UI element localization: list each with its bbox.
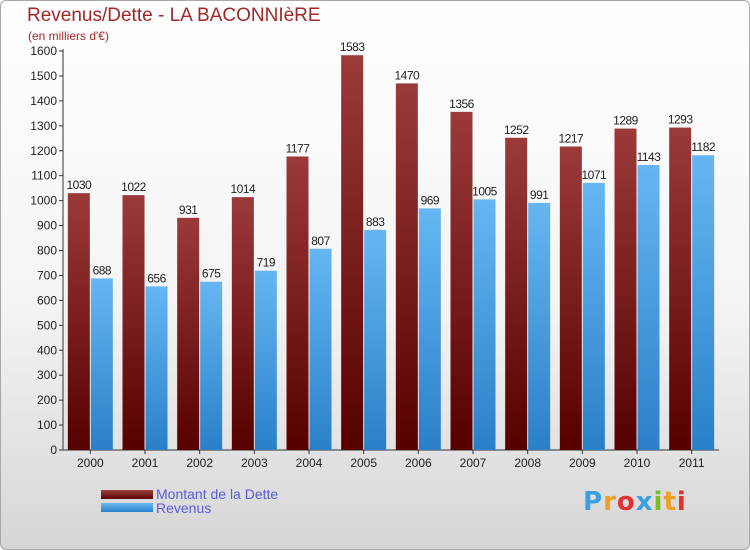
bar-revenus (145, 286, 168, 450)
data-label-revenus: 883 (366, 215, 385, 229)
x-tick-label: 2006 (405, 456, 432, 470)
bar-revenus (364, 229, 387, 450)
y-tick-label: 1400 (30, 94, 57, 108)
data-label-dette: 1356 (449, 97, 475, 111)
bar-dette (614, 128, 637, 450)
data-label-revenus: 991 (530, 188, 549, 202)
bar-dette (231, 197, 254, 450)
bar-dette (395, 83, 418, 450)
bar-dette (450, 111, 473, 450)
y-tick-label: 200 (37, 393, 57, 407)
legend-swatch-revenus (101, 503, 153, 512)
logo-letter: i (653, 487, 664, 517)
data-label-revenus: 675 (202, 267, 221, 281)
axes: 0 100 200 300 400 500 600 700 800 900 1000 1100 1200… (30, 44, 719, 470)
y-tick-label: 700 (37, 268, 57, 282)
logo-letter: i (676, 487, 687, 517)
bars (67, 55, 715, 451)
bar-dette (177, 217, 200, 450)
y-tick-label: 1100 (31, 169, 57, 183)
bar-revenus (309, 248, 332, 450)
x-tick-label: 2004 (296, 456, 323, 470)
bar-dette (559, 146, 582, 450)
x-tick-label: 2003 (241, 456, 268, 470)
bar-revenus (582, 182, 605, 450)
bar-dette (341, 55, 364, 450)
data-label-revenus: 969 (421, 193, 440, 207)
data-label-revenus: 1071 (581, 168, 607, 182)
chart-title: Revenus/Dette - LA BACONNIèRE (27, 5, 321, 26)
x-tick-label: 2007 (460, 456, 487, 470)
data-label-dette: 1293 (668, 113, 694, 127)
data-label-dette: 1022 (121, 180, 147, 194)
x-tick-label: 2002 (186, 456, 213, 470)
bar-revenus (90, 278, 113, 450)
data-label-revenus: 688 (93, 263, 112, 277)
data-label-revenus: 719 (257, 256, 276, 270)
y-tick-label: 900 (37, 219, 57, 233)
bar-revenus (200, 281, 223, 450)
x-tick-label: 2010 (624, 456, 651, 470)
y-tick-label: 800 (37, 244, 57, 258)
data-label-dette: 1014 (230, 182, 256, 196)
data-label-revenus: 807 (311, 234, 330, 248)
logo-letter: o (616, 487, 636, 517)
data-label-revenus: 656 (147, 271, 166, 285)
bar-dette (505, 137, 528, 450)
bar-dette (286, 156, 309, 450)
bar-revenus (254, 270, 277, 450)
y-tick-label: 1600 (30, 44, 57, 58)
x-tick-label: 2000 (77, 456, 104, 470)
y-tick-label: 1200 (30, 144, 57, 158)
data-label-dette: 1470 (394, 68, 420, 82)
bar-revenus (473, 199, 496, 450)
y-tick-label: 600 (37, 293, 57, 307)
bar-dette (122, 195, 145, 450)
data-label-dette: 1252 (504, 123, 530, 137)
logo-letter: t (663, 487, 677, 517)
data-label-revenus: 1143 (637, 150, 662, 164)
logo-letter: r (603, 487, 617, 517)
logo-letter: P (583, 487, 604, 517)
legend-label-dette: Montant de la Dette (156, 486, 279, 502)
data-label-dette: 1583 (340, 40, 366, 54)
data-label-revenus: 1005 (472, 184, 498, 198)
y-tick-label: 1300 (30, 119, 57, 133)
y-tick-label: 1500 (30, 69, 57, 83)
x-tick-label: 2011 (679, 456, 705, 470)
bar-dette (669, 127, 692, 450)
y-tick-label: 1000 (30, 194, 57, 208)
data-labels: 1030 688 1022 656 931 675 1014 719 1177 807 1583 88… (66, 40, 716, 285)
chart-subtitle: (en milliers d'€) (28, 29, 109, 43)
data-label-dette: 1030 (66, 178, 92, 192)
x-tick-label: 2005 (350, 456, 377, 470)
data-label-revenus: 1182 (691, 140, 716, 154)
x-tick-label: 2009 (569, 456, 596, 470)
logo-letter: x (635, 487, 654, 517)
data-label-dette: 931 (179, 203, 198, 217)
legend-swatch-dette (101, 490, 153, 499)
data-label-dette: 1289 (613, 114, 639, 128)
legend-label-revenus: Revenus (156, 500, 212, 516)
y-tick-label: 300 (37, 368, 57, 382)
y-tick-label: 400 (37, 343, 57, 357)
bar-revenus (692, 155, 715, 450)
bar-dette (67, 193, 90, 451)
proxiti-logo: Proxiti (583, 487, 687, 517)
bar-revenus (528, 202, 551, 450)
bar-revenus (637, 164, 660, 451)
data-label-dette: 1217 (558, 132, 584, 146)
y-tick-label: 100 (37, 418, 57, 432)
y-tick-label: 500 (37, 318, 57, 332)
y-tick-label: 0 (50, 443, 57, 457)
bar-revenus (418, 208, 441, 450)
x-tick-label: 2008 (514, 456, 541, 470)
data-label-dette: 1177 (286, 141, 311, 155)
x-tick-label: 2001 (132, 456, 159, 470)
